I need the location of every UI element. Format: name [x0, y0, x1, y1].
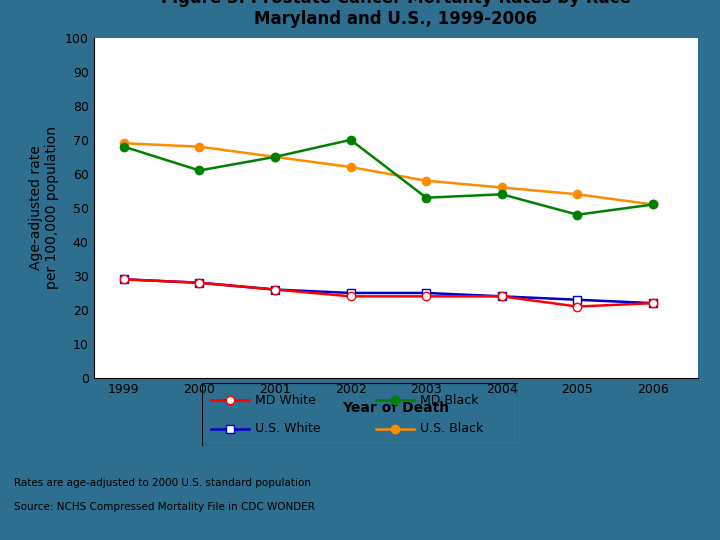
MD White [498, 293, 506, 300]
U.S. Black [195, 144, 204, 150]
MD White [120, 276, 128, 282]
Text: MD Black: MD Black [420, 394, 479, 407]
Text: U.S. Black: U.S. Black [420, 422, 483, 435]
MD Black [271, 153, 279, 160]
MD Black [573, 212, 582, 218]
U.S. Black [271, 153, 279, 160]
Text: Source: NCHS Compressed Mortality File in CDC WONDER: Source: NCHS Compressed Mortality File i… [14, 502, 315, 512]
MD Black [195, 167, 204, 174]
U.S. Black [498, 184, 506, 191]
MD White [649, 300, 657, 306]
Text: MD White: MD White [256, 394, 316, 407]
U.S. White [271, 286, 279, 293]
U.S. Black [649, 201, 657, 208]
Text: Rates are age-adjusted to 2000 U.S. standard population: Rates are age-adjusted to 2000 U.S. stan… [14, 478, 311, 488]
U.S. White [573, 296, 582, 303]
Text: U.S. White: U.S. White [256, 422, 321, 435]
MD White [422, 293, 431, 300]
U.S. Black [422, 178, 431, 184]
MD White [271, 286, 279, 293]
Line: MD Black: MD Black [120, 136, 657, 219]
Y-axis label: Age-adjusted rate
per 100,000 population: Age-adjusted rate per 100,000 population [29, 126, 59, 289]
Line: U.S. Black: U.S. Black [120, 139, 657, 208]
MD White [346, 293, 355, 300]
U.S. White [422, 289, 431, 296]
Title: Figure 3. Prostate Cancer Mortality Rates by Race
Maryland and U.S., 1999-2006: Figure 3. Prostate Cancer Mortality Rate… [161, 0, 631, 28]
U.S. Black [120, 140, 128, 146]
Line: U.S. White: U.S. White [120, 275, 657, 307]
U.S. White [195, 280, 204, 286]
U.S. Black [573, 191, 582, 198]
X-axis label: Year of Death: Year of Death [343, 401, 449, 415]
MD Black [498, 191, 506, 198]
U.S. White [649, 300, 657, 306]
MD White [195, 280, 204, 286]
U.S. White [346, 289, 355, 296]
U.S. White [498, 293, 506, 300]
MD White [573, 303, 582, 310]
MD Black [422, 194, 431, 201]
MD Black [346, 137, 355, 143]
U.S. Black [346, 164, 355, 170]
Line: MD White: MD White [120, 275, 657, 310]
MD Black [120, 144, 128, 150]
U.S. White [120, 276, 128, 282]
MD Black [649, 201, 657, 208]
